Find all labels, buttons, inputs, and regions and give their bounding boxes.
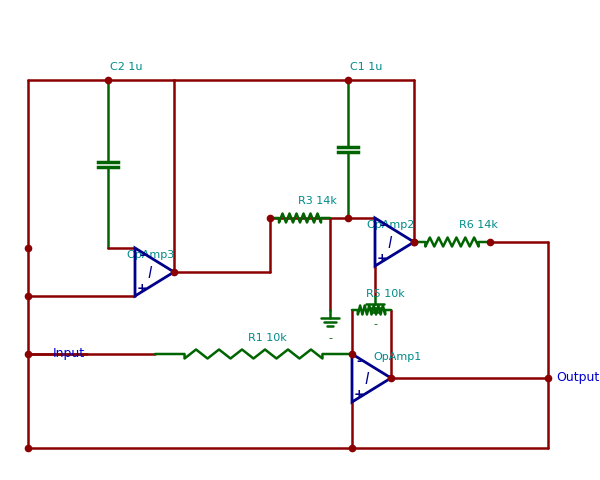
Text: l: l	[388, 237, 392, 252]
Text: -: -	[139, 250, 145, 263]
Text: Input: Input	[53, 348, 85, 360]
Text: R6 14k: R6 14k	[459, 220, 498, 230]
Text: R1 10k: R1 10k	[248, 333, 287, 343]
Text: -: -	[373, 319, 377, 329]
Text: R5 10k: R5 10k	[367, 289, 405, 299]
Text: OpAmp3: OpAmp3	[126, 250, 174, 260]
Text: l: l	[148, 266, 152, 281]
Text: R3 14k: R3 14k	[298, 196, 337, 206]
Text: +: +	[137, 281, 148, 295]
Text: l: l	[365, 372, 369, 387]
Text: OpAmp2: OpAmp2	[366, 220, 415, 230]
Text: -: -	[356, 356, 362, 369]
Text: C2 1u: C2 1u	[110, 62, 143, 72]
Text: -: -	[328, 333, 332, 343]
Text: +: +	[377, 252, 388, 264]
Text: +: +	[353, 387, 364, 400]
Text: Output: Output	[556, 372, 599, 384]
Text: C1 1u: C1 1u	[350, 62, 382, 72]
Text: OpAmp1: OpAmp1	[373, 352, 421, 362]
Text: -: -	[379, 219, 385, 232]
